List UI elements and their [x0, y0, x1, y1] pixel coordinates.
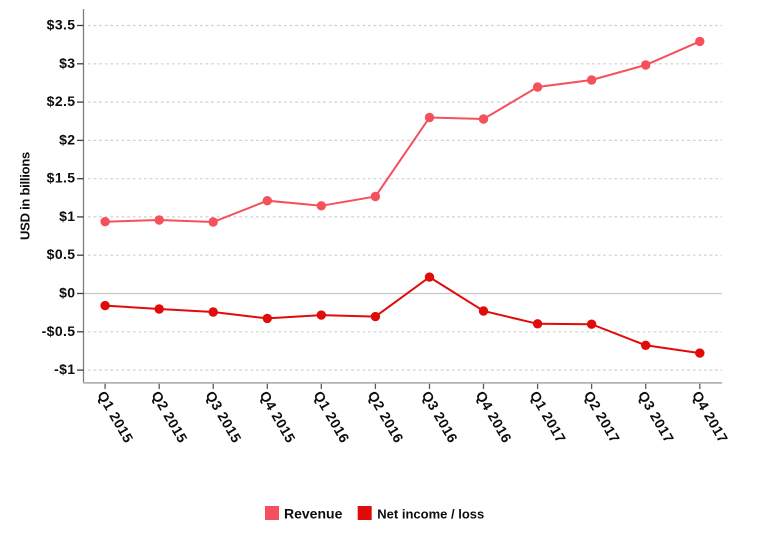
svg-text:Q4 2017: Q4 2017	[689, 388, 731, 446]
svg-text:Q3 2015: Q3 2015	[202, 388, 244, 446]
svg-text:Q1 2016: Q1 2016	[311, 388, 353, 446]
svg-text:Q2 2016: Q2 2016	[365, 388, 407, 446]
svg-text:Q2 2015: Q2 2015	[148, 388, 190, 446]
svg-text:$2: $2	[59, 131, 75, 147]
svg-text:$1: $1	[59, 208, 75, 224]
svg-text:$1.5: $1.5	[47, 170, 76, 186]
svg-text:Q1 2015: Q1 2015	[94, 388, 136, 446]
svg-text:Q1 2017: Q1 2017	[527, 388, 569, 446]
svg-text:$3.5: $3.5	[47, 17, 76, 33]
svg-text:Q3 2016: Q3 2016	[419, 388, 461, 446]
svg-text:Q4 2015: Q4 2015	[257, 388, 299, 446]
svg-text:-$0.5: -$0.5	[42, 323, 76, 339]
svg-text:Q2 2017: Q2 2017	[581, 388, 623, 446]
svg-text:-$1: -$1	[54, 361, 75, 377]
svg-text:Revenue: Revenue	[284, 506, 343, 522]
svg-text:USD in billions: USD in billions	[18, 152, 33, 240]
svg-text:Q3 2017: Q3 2017	[635, 388, 677, 446]
svg-text:$2.5: $2.5	[47, 93, 76, 109]
svg-text:$3: $3	[59, 55, 75, 71]
svg-text:$0.5: $0.5	[47, 246, 76, 262]
svg-text:$0: $0	[59, 285, 75, 301]
svg-text:Net income / loss: Net income / loss	[377, 506, 484, 521]
svg-text:Q4 2016: Q4 2016	[473, 388, 515, 446]
